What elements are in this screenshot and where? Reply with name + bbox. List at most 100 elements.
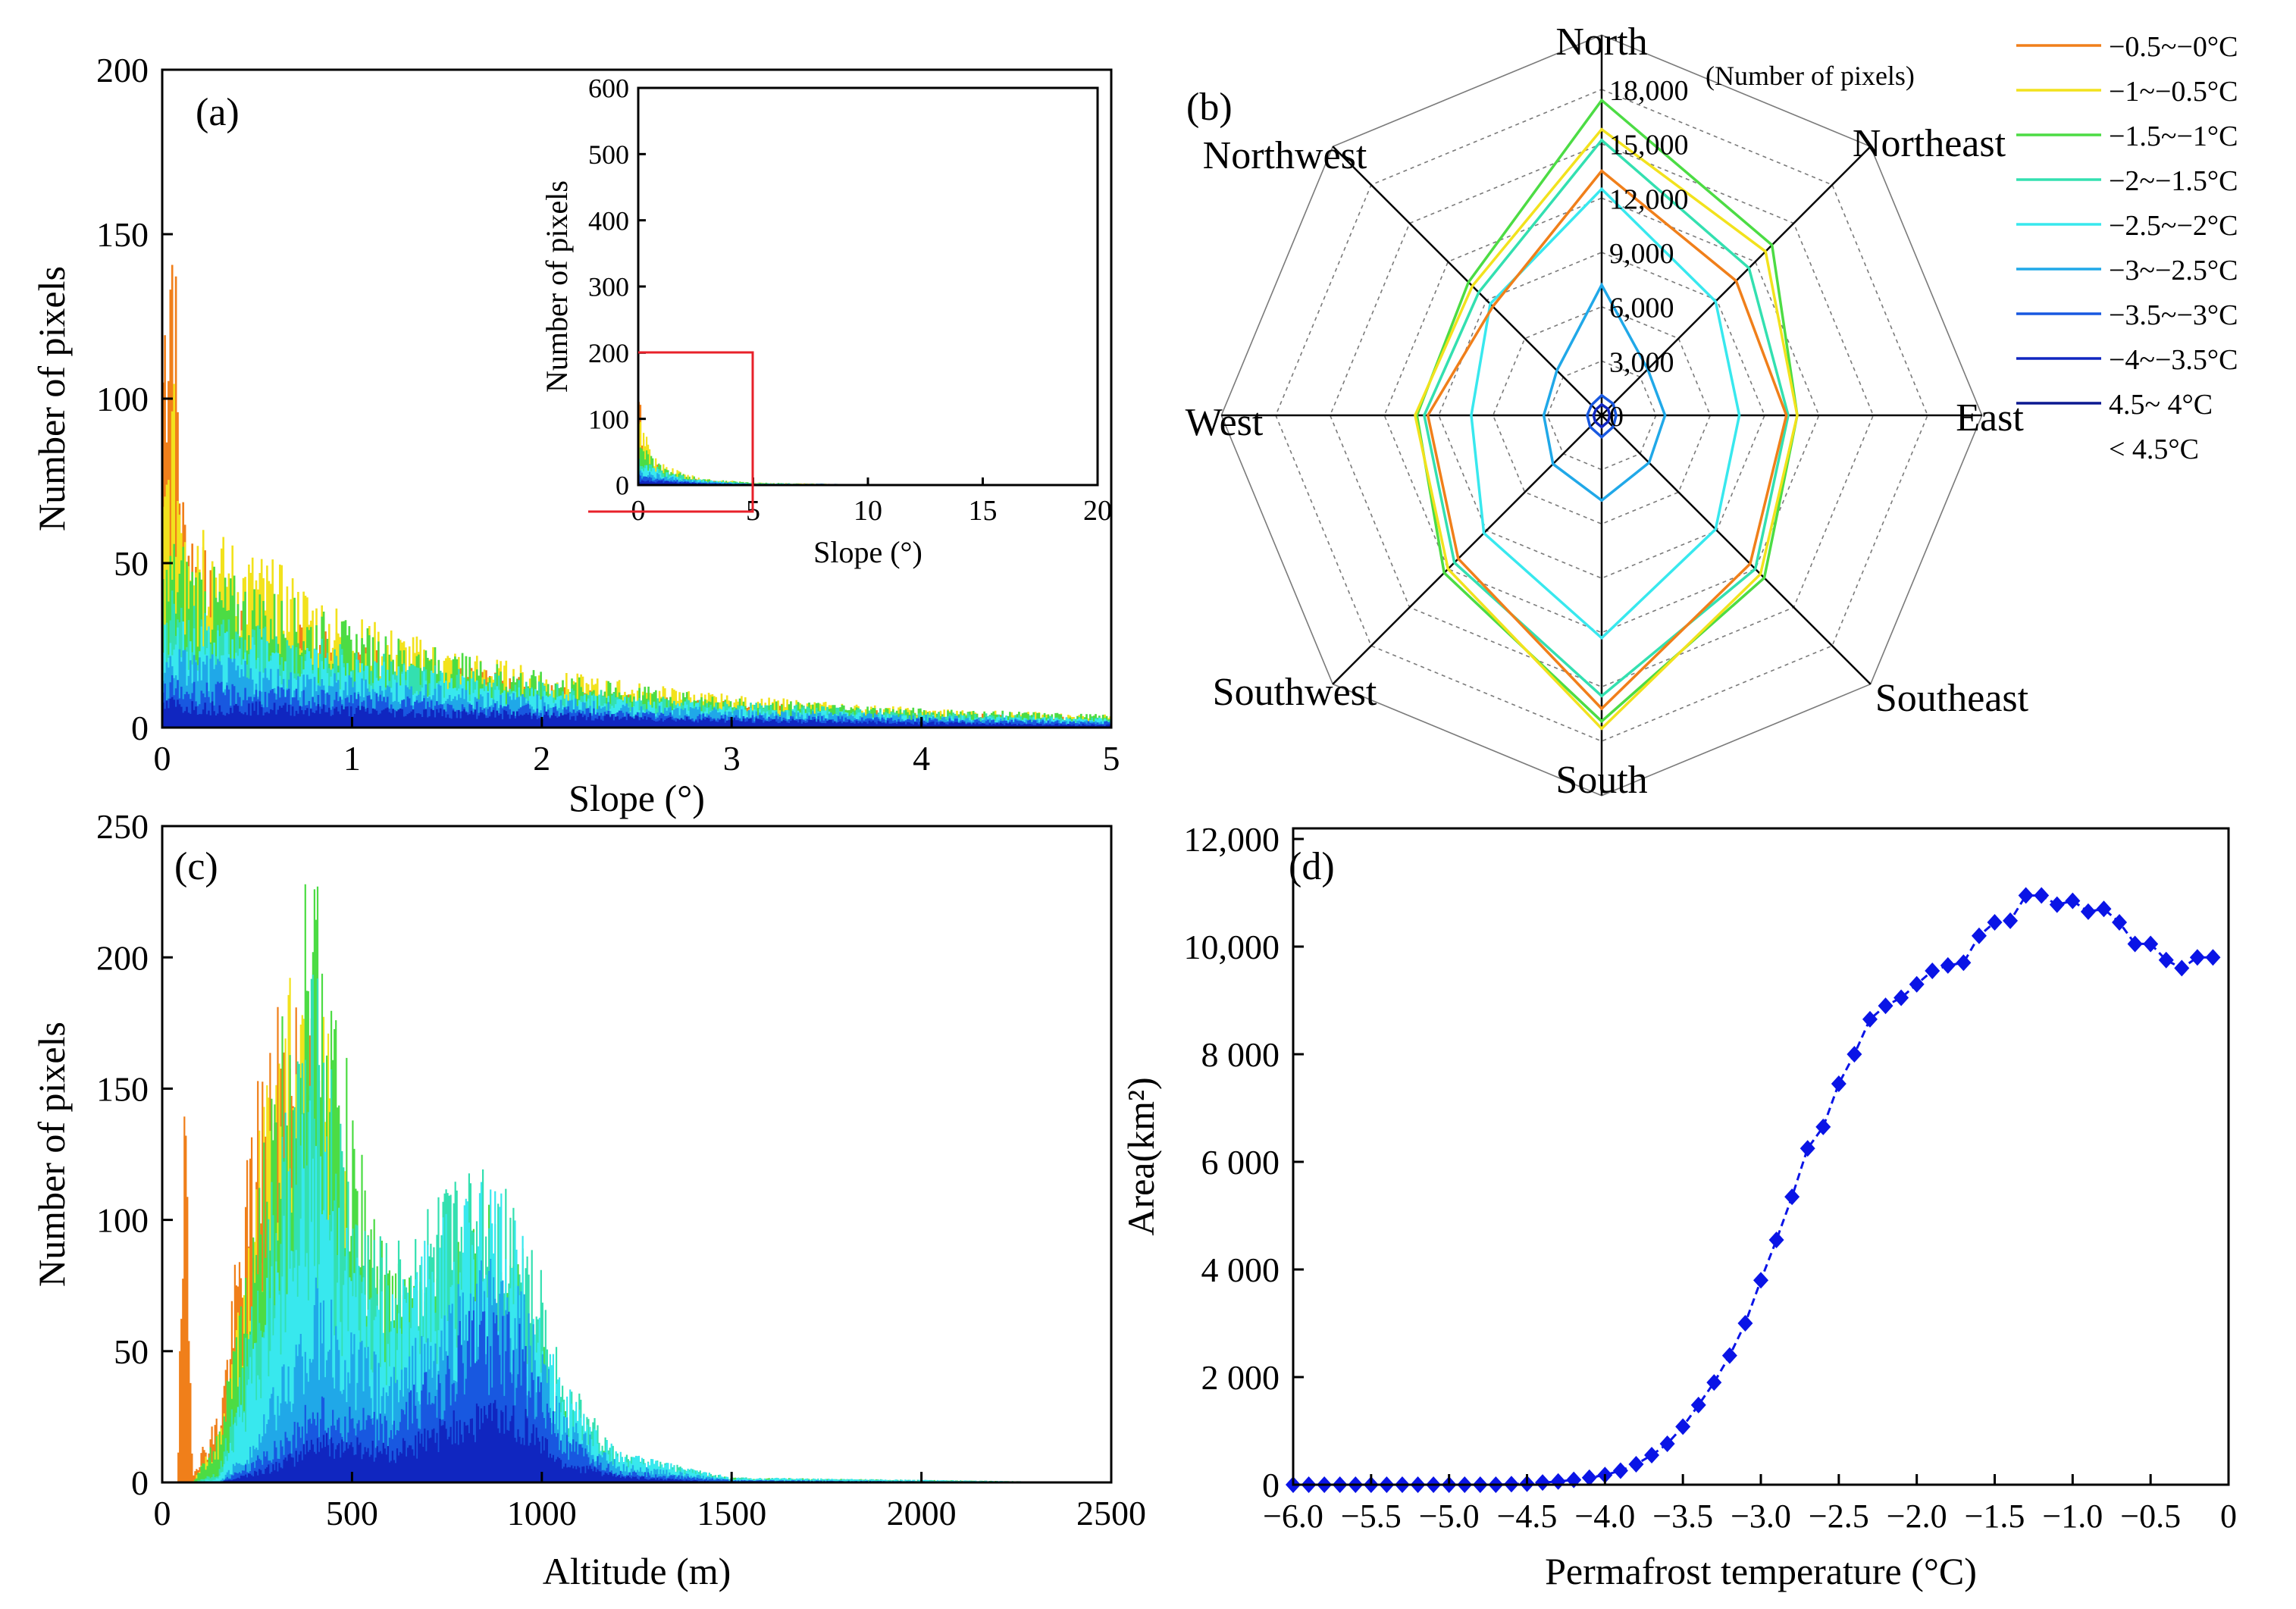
x-tick-label: 2 xyxy=(533,739,550,778)
x-tick-label: 3 xyxy=(723,739,741,778)
y-tick-label: 50 xyxy=(114,544,149,583)
area-point-marker xyxy=(1862,1010,1878,1028)
radar-rtick-label: 3,000 xyxy=(1609,346,1674,378)
x-tick-label: 2000 xyxy=(887,1494,957,1532)
area-point-marker xyxy=(2158,951,2174,969)
x-tick-label: 5 xyxy=(1103,739,1120,778)
area-point-marker xyxy=(1847,1046,1862,1063)
panel-c-ylabel: Number of pixels xyxy=(30,1022,73,1287)
inset-background xyxy=(638,88,1098,485)
legend-label: −3~−2.5°C xyxy=(2109,255,2238,286)
area-point-marker xyxy=(1706,1374,1722,1391)
radar-direction-labels: North Northeast East Southeast South Southwes… xyxy=(1186,20,2029,802)
x-tick-label: 20 xyxy=(1083,495,1112,527)
legend-label: −3.5~−3°C xyxy=(2109,299,2238,331)
x-tick-label: −5.5 xyxy=(1341,1498,1402,1535)
radar-direction-label: West xyxy=(1186,401,1264,444)
y-tick-label: 300 xyxy=(588,272,629,302)
y-tick-label: 0 xyxy=(131,1463,149,1502)
x-tick-label: 0 xyxy=(154,1494,171,1532)
radar-series-4 xyxy=(1423,138,1790,698)
panel-c-label: (c) xyxy=(174,845,218,888)
area-point-marker xyxy=(1815,1118,1831,1135)
x-tick-label: −6.0 xyxy=(1263,1498,1323,1535)
radar-rtick-label: 0 xyxy=(1609,401,1624,433)
y-tick-label: 6 000 xyxy=(1201,1143,1280,1182)
area-point-marker xyxy=(2096,900,2112,918)
legend-label: −1~−0.5°C xyxy=(2109,76,2238,108)
legend-label: 4.5~ 4°C xyxy=(2109,389,2213,421)
radar-spoke xyxy=(1332,415,1602,685)
x-tick-label: 1000 xyxy=(507,1494,577,1532)
area-point-marker xyxy=(2174,959,2190,977)
radar-direction-label: Northeast xyxy=(1853,122,2006,165)
panel-d-axis-ticks: −6.0 −5.5 −5.0 −4.5 −4.0 −3.5 −3.0 −2.5 −2.0 −1.5… xyxy=(1184,820,2238,1535)
area-point-marker xyxy=(2189,949,2205,966)
panel-c-histogram-bars xyxy=(177,884,1109,1482)
radar-grid-ring xyxy=(1546,360,1657,471)
y-tick-label: 8 000 xyxy=(1201,1035,1280,1074)
x-tick-label: 10 xyxy=(854,495,882,527)
area-point-marker xyxy=(1768,1231,1784,1248)
x-tick-label: 1500 xyxy=(697,1494,766,1532)
x-tick-label: −3.0 xyxy=(1731,1498,1791,1535)
radar-series xyxy=(1414,98,1799,731)
radar-spoke xyxy=(1601,415,1872,685)
y-tick-label: 400 xyxy=(588,205,629,236)
radar-rtick-label: 15,000 xyxy=(1609,130,1689,161)
y-tick-label: 0 xyxy=(131,709,149,747)
x-tick-label: 500 xyxy=(326,1494,378,1532)
area-point-marker xyxy=(2205,949,2221,966)
radar-direction-label: North xyxy=(1555,20,1647,64)
x-tick-label: −3.5 xyxy=(1652,1498,1713,1535)
y-tick-label: 100 xyxy=(96,1201,149,1240)
y-tick-label: 2 000 xyxy=(1201,1358,1280,1397)
area-point-marker xyxy=(1753,1272,1768,1289)
area-line xyxy=(1293,894,2213,1486)
legend-label: −4~−3.5°C xyxy=(2109,344,2238,376)
area-point-marker xyxy=(1909,975,1925,993)
legend-label: −2.5~−2°C xyxy=(2109,210,2238,242)
panel-a-histogram-bars xyxy=(161,265,1112,728)
area-point-marker xyxy=(1535,1474,1551,1492)
area-point-marker xyxy=(1721,1347,1737,1364)
panel-c-xlabel: Altitude (m) xyxy=(543,1550,731,1592)
area-point-marker xyxy=(2018,887,2034,904)
panel-d-ylabel: Area(km²) xyxy=(1120,1077,1162,1235)
legend-label: −1.5~−1°C xyxy=(2109,121,2238,152)
y-tick-label: 4 000 xyxy=(1201,1251,1280,1289)
area-point-marker xyxy=(1925,962,1940,979)
radar-series-5 xyxy=(1470,186,1741,640)
x-tick-label: −2.5 xyxy=(1809,1498,1869,1535)
radar-series-2 xyxy=(1414,127,1799,731)
y-tick-label: 100 xyxy=(588,404,629,434)
y-tick-label: 150 xyxy=(96,1070,149,1109)
area-point-marker xyxy=(1893,989,1909,1006)
y-tick-label: 150 xyxy=(96,215,149,254)
x-tick-label: 1 xyxy=(343,739,361,778)
y-tick-label: 100 xyxy=(96,380,149,418)
area-point-marker xyxy=(1644,1446,1660,1463)
area-point-marker xyxy=(1659,1435,1675,1453)
x-tick-label: −5.0 xyxy=(1419,1498,1480,1535)
panel-b-label: (b) xyxy=(1186,86,1233,129)
y-tick-label: 0 xyxy=(616,471,629,501)
y-tick-label: 600 xyxy=(588,74,629,104)
radar-radial-axis-label: (Number of pixels) xyxy=(1706,61,1915,91)
area-point-marker xyxy=(1550,1473,1566,1490)
legend-label: −2~−1.5°C xyxy=(2109,165,2238,197)
radar-rtick-label: 9,000 xyxy=(1609,238,1674,270)
area-point-marker xyxy=(2080,903,2096,920)
radar-series-6 xyxy=(1542,282,1667,502)
area-point-marker xyxy=(1831,1075,1847,1093)
legend-label: −0.5~−0°C xyxy=(2109,31,2238,63)
radar-direction-label: East xyxy=(1956,396,2024,440)
panel-a-ylabel: Number of pixels xyxy=(30,266,73,531)
x-tick-label: 2500 xyxy=(1076,1494,1146,1532)
y-tick-label: 0 xyxy=(1262,1466,1280,1504)
panel-d-xlabel: Permafrost temperature (°C) xyxy=(1545,1550,1977,1592)
